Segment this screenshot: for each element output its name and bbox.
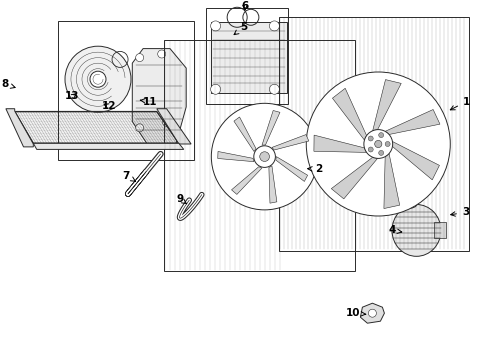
Polygon shape	[385, 109, 440, 135]
Circle shape	[403, 192, 418, 208]
Polygon shape	[6, 109, 33, 147]
Circle shape	[211, 103, 318, 210]
Circle shape	[368, 309, 376, 317]
Text: 13: 13	[65, 91, 80, 102]
Polygon shape	[272, 135, 309, 150]
Polygon shape	[392, 141, 440, 180]
Bar	[434, 222, 445, 238]
Polygon shape	[33, 143, 184, 149]
Circle shape	[90, 71, 106, 87]
Text: 8: 8	[1, 79, 15, 89]
Circle shape	[364, 130, 392, 158]
Circle shape	[136, 124, 144, 132]
Polygon shape	[332, 88, 367, 140]
Circle shape	[163, 118, 171, 126]
Text: 5: 5	[234, 22, 247, 35]
Circle shape	[270, 21, 279, 31]
Circle shape	[385, 141, 390, 147]
Polygon shape	[276, 157, 308, 181]
Polygon shape	[269, 166, 277, 203]
Text: 11: 11	[140, 96, 158, 107]
Circle shape	[379, 132, 384, 138]
Text: 1: 1	[450, 96, 470, 110]
Text: 7: 7	[122, 171, 136, 181]
Circle shape	[306, 72, 450, 216]
Circle shape	[211, 21, 220, 31]
Circle shape	[379, 150, 384, 156]
Circle shape	[406, 196, 415, 204]
Polygon shape	[218, 152, 254, 162]
Polygon shape	[373, 80, 401, 131]
Polygon shape	[262, 111, 280, 145]
Text: 6: 6	[242, 1, 248, 12]
Polygon shape	[361, 303, 384, 323]
Text: 10: 10	[345, 308, 366, 318]
Ellipse shape	[392, 204, 441, 256]
Bar	[206, 8, 288, 104]
Polygon shape	[314, 135, 367, 152]
Circle shape	[270, 84, 279, 94]
Bar	[211, 22, 287, 93]
Bar	[164, 40, 355, 271]
Circle shape	[375, 140, 382, 148]
Polygon shape	[132, 49, 186, 146]
Circle shape	[368, 147, 373, 152]
Circle shape	[158, 50, 166, 58]
Polygon shape	[384, 153, 400, 208]
Circle shape	[211, 84, 220, 94]
Polygon shape	[331, 157, 378, 199]
Circle shape	[260, 152, 270, 161]
Bar	[279, 17, 469, 251]
Circle shape	[368, 136, 373, 141]
Polygon shape	[232, 167, 262, 194]
Text: 3: 3	[451, 207, 469, 217]
Bar	[58, 21, 194, 160]
Polygon shape	[157, 109, 191, 144]
Text: 9: 9	[177, 194, 187, 204]
Circle shape	[254, 146, 275, 167]
Circle shape	[136, 54, 144, 62]
Text: 2: 2	[308, 164, 322, 174]
Text: 12: 12	[101, 101, 116, 111]
Text: 4: 4	[388, 225, 402, 235]
Circle shape	[65, 46, 131, 112]
Polygon shape	[234, 117, 256, 152]
